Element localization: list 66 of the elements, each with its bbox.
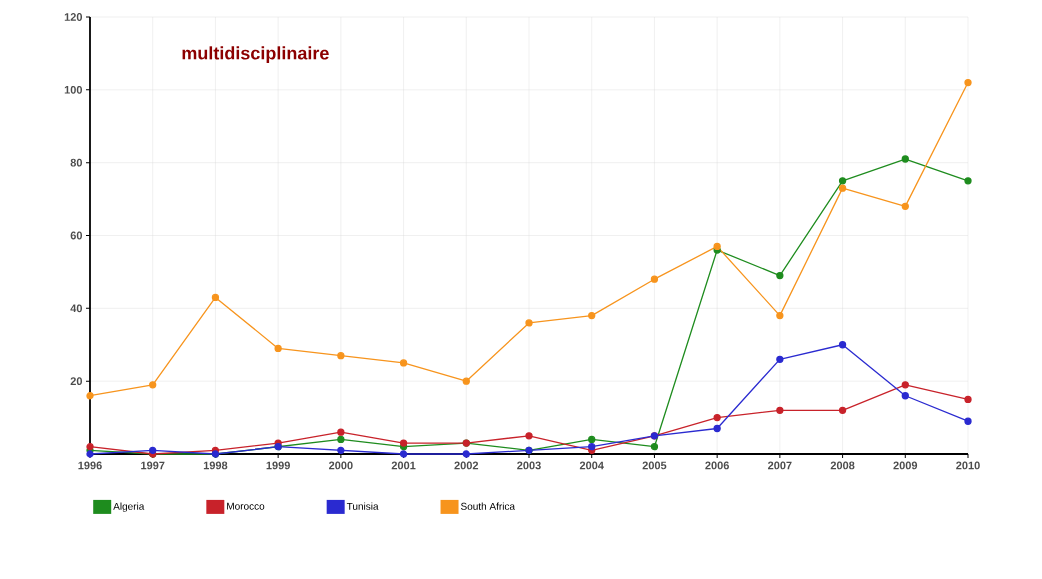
point [838, 341, 847, 349]
y-tick-label: 120 [64, 13, 83, 21]
point [776, 311, 784, 320]
legend-label: Morocco [227, 502, 265, 510]
x-tick-label: 2003 [517, 461, 541, 470]
point [86, 392, 94, 400]
x-tick-label: 1996 [78, 461, 102, 470]
point [901, 155, 909, 163]
point [776, 271, 784, 280]
point [337, 446, 345, 455]
x-tick-label: 2002 [454, 461, 479, 470]
point [776, 355, 784, 363]
point [274, 344, 282, 353]
x-tick-label: 2000 [329, 461, 353, 470]
point [650, 443, 659, 451]
legend-label: South Africa [460, 502, 515, 510]
point [901, 381, 909, 389]
text: multidisciplinaire [182, 46, 329, 64]
y-tick-label: 20 [70, 377, 83, 386]
legend-label: Tunisia [346, 502, 379, 510]
point [713, 424, 721, 433]
x-tick-label: 2009 [893, 461, 918, 470]
point [588, 311, 596, 320]
point [838, 406, 847, 414]
point [964, 177, 972, 185]
y-tick-label: 100 [64, 85, 83, 94]
x-tick-label: 2007 [768, 461, 792, 470]
x-tick-label: 2008 [830, 461, 855, 470]
y-tick-label: 60 [70, 231, 83, 240]
y-tick-label: 40 [70, 304, 83, 313]
point [776, 406, 784, 414]
point [462, 377, 470, 385]
point [650, 275, 659, 283]
point [525, 432, 533, 440]
x-tick-label: 1998 [203, 461, 228, 470]
point [337, 428, 345, 436]
point [838, 184, 847, 192]
point [964, 417, 972, 425]
point [211, 293, 220, 302]
point [337, 352, 345, 360]
point [525, 319, 533, 327]
point [149, 381, 157, 389]
legend-label: Algeria [113, 502, 145, 512]
point [399, 359, 408, 367]
point [964, 78, 972, 87]
point [149, 446, 157, 455]
point [399, 439, 408, 447]
point [901, 202, 909, 211]
x-tick-label: 2010 [956, 461, 980, 470]
point [86, 450, 94, 458]
x-tick-label: 2001 [391, 461, 416, 470]
x-tick-label: 1997 [141, 461, 165, 470]
point [588, 435, 596, 444]
point [838, 177, 847, 185]
y-tick-label: 80 [70, 158, 83, 167]
point [713, 413, 721, 422]
x-tick-label: 1999 [266, 461, 290, 470]
x-tick-label: 2004 [579, 461, 604, 470]
point [713, 242, 721, 251]
point [337, 435, 345, 444]
x-tick-label: 2005 [642, 461, 667, 470]
point [901, 392, 909, 400]
point [399, 450, 408, 458]
x-tick-label: 2006 [705, 461, 729, 470]
point [462, 450, 470, 458]
point [964, 395, 972, 404]
